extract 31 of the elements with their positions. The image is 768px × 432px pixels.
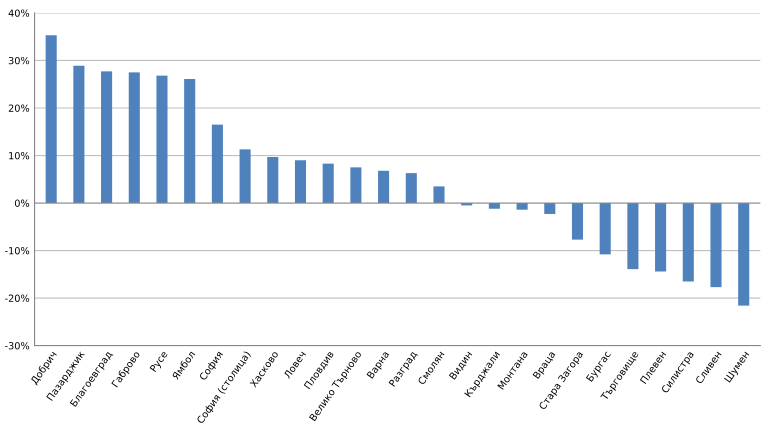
bar	[240, 149, 251, 204]
bar	[350, 167, 362, 204]
bar	[572, 203, 584, 240]
y-tick-label: -20%	[5, 294, 30, 302]
bar	[378, 170, 390, 204]
y-tick-label: -30%	[5, 342, 30, 350]
y-tick-label: 0%	[14, 200, 30, 207]
bar	[267, 156, 278, 204]
bar	[655, 203, 666, 272]
bar	[184, 79, 196, 204]
y-tick-label: 40%	[8, 9, 30, 17]
bar	[738, 203, 750, 306]
bar	[710, 203, 722, 288]
bar	[128, 72, 140, 204]
bar	[600, 203, 611, 254]
bar	[627, 203, 638, 270]
bar	[101, 71, 112, 204]
bar	[294, 160, 306, 204]
y-tick-label: 20%	[8, 104, 30, 112]
y-tick-label: 10%	[9, 152, 30, 160]
bar	[46, 35, 57, 204]
bar	[682, 203, 694, 282]
bar	[212, 124, 223, 204]
bar	[156, 76, 168, 204]
bar	[433, 186, 445, 204]
bar	[73, 66, 84, 204]
y-tick-label: -10%	[5, 247, 30, 254]
bar	[544, 203, 556, 214]
bar	[406, 173, 417, 204]
y-tick-label: 30%	[8, 56, 30, 64]
bar	[322, 164, 334, 204]
